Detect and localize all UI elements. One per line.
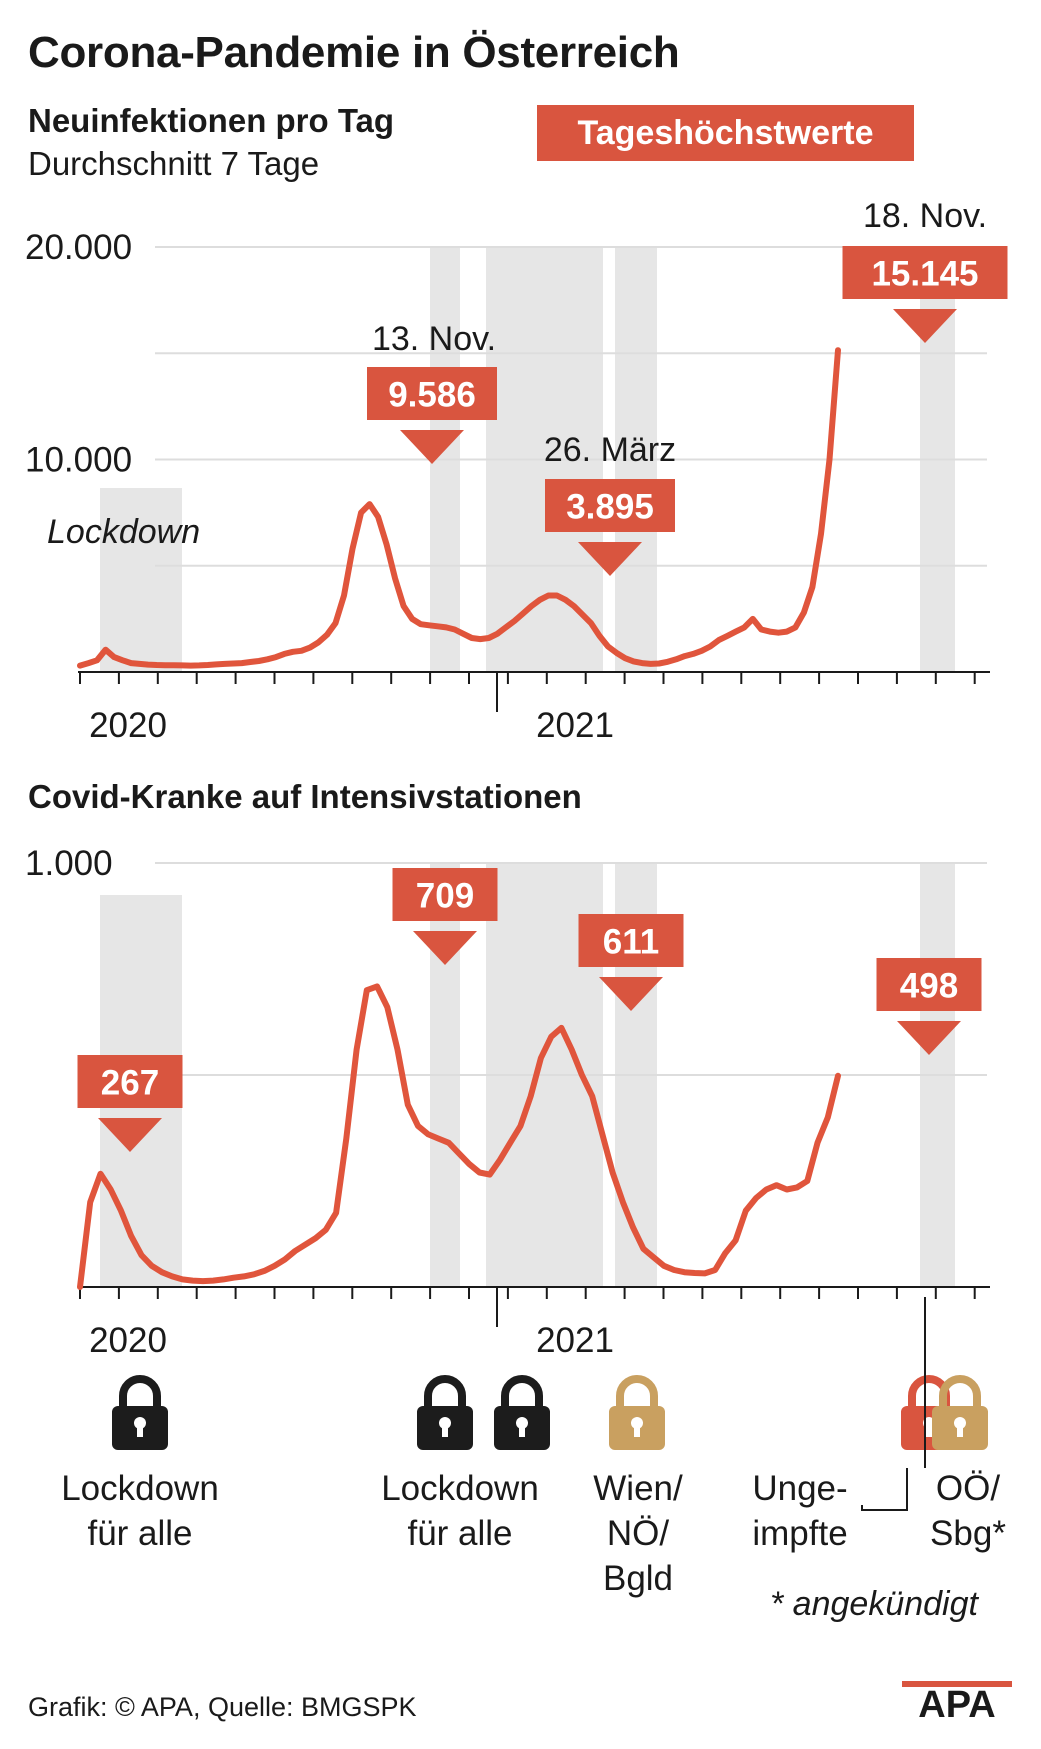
lock-label-ungeimpfte: impfte (752, 1514, 847, 1553)
callout-nov18-value: 15.145 (871, 255, 978, 294)
lock-label-lockdown-2021: für alle (407, 1514, 512, 1553)
padlock-icon (494, 1375, 550, 1450)
callout-icu-nov-pointer (413, 931, 477, 965)
callout-nov18-box (842, 246, 1008, 299)
callout-icu-nov21-pointer (897, 1021, 961, 1055)
lock-label-lockdown-2020: für alle (87, 1514, 192, 1553)
callout-icu-apr-value: 611 (603, 923, 659, 962)
callout-date-nov13: 13. Nov. (372, 320, 496, 358)
chart1-year-label: 2021 (536, 706, 614, 745)
callout-icu-nov21-box (876, 958, 982, 1011)
chart1-subtitle: Durchschnitt 7 Tage (28, 145, 320, 182)
lock-label-ooe-sbg: Sbg* (930, 1514, 1006, 1553)
lock-label-ooe-sbg: OÖ/ (936, 1469, 1000, 1508)
callout-mar26-value: 3.895 (566, 488, 654, 527)
callout-nov18-pointer (893, 309, 957, 343)
padlock-icon (932, 1375, 988, 1450)
lock-label-wien-noe-bgld: Wien/ (593, 1469, 683, 1508)
source-credit: Grafik: © APA, Quelle: BMGSPK (28, 1692, 417, 1722)
callout-nov13-value: 9.586 (388, 376, 476, 415)
callout-mar26-pointer (578, 542, 642, 576)
lock-label-lockdown-2021: Lockdown (381, 1469, 539, 1508)
lockdown-label: Lockdown (47, 513, 200, 551)
bracket-connector (861, 1468, 908, 1511)
callout-icu-nov21-value: 498 (900, 967, 958, 1006)
callout-date-mar26: 26. März (544, 431, 676, 469)
callout-icu-2020-pointer (98, 1118, 162, 1152)
chart2-year-label: 2020 (89, 1321, 167, 1360)
page-title: Corona-Pandemie in Österreich (28, 28, 680, 77)
callout-icu-nov-value: 709 (416, 877, 474, 916)
legend-peak-values: Tageshöchstwerte (537, 105, 914, 161)
chart2-title: Covid-Kranke auf Intensivstationen (28, 778, 582, 815)
lock-label-lockdown-2020: Lockdown (61, 1469, 219, 1508)
lock-label-wien-noe-bgld: NÖ/ (607, 1514, 670, 1553)
chart1-year-label: 2020 (89, 706, 167, 745)
lock-label-wien-noe-bgld: Bgld (603, 1559, 673, 1598)
callout-icu-2020-value: 267 (101, 1064, 159, 1103)
apa-logo: APA (902, 1673, 1012, 1726)
padlock-icon (417, 1375, 473, 1450)
chart1-lockdown-shade (100, 488, 182, 672)
chart2-year-label: 2021 (536, 1321, 614, 1360)
callout-date-nov18: 18. Nov. (863, 197, 987, 235)
chart1-y-tick-label: 20.000 (25, 228, 132, 267)
callout-icu-apr-box (578, 914, 684, 967)
lock-label-ungeimpfte: Unge- (752, 1469, 847, 1508)
callout-nov13-box (367, 367, 497, 420)
chart2-y-tick-label: 1.000 (25, 844, 113, 883)
chart1-title: Neuinfektionen pro Tag (28, 102, 395, 139)
padlock-icon (609, 1375, 665, 1450)
chart1-y-tick-label: 10.000 (25, 441, 132, 480)
callout-icu-apr-pointer (599, 977, 663, 1011)
chart2-series-line (77, 983, 841, 1290)
footnote: * angekündigt (770, 1585, 978, 1623)
chart1-series-line (77, 347, 841, 669)
logo-text: APA (918, 1684, 995, 1721)
callout-nov13-pointer (400, 430, 464, 464)
padlock-icon (112, 1375, 168, 1450)
callout-icu-2020-box (77, 1055, 183, 1108)
callout-icu-nov-box (392, 868, 498, 921)
callout-mar26-box (545, 479, 675, 532)
